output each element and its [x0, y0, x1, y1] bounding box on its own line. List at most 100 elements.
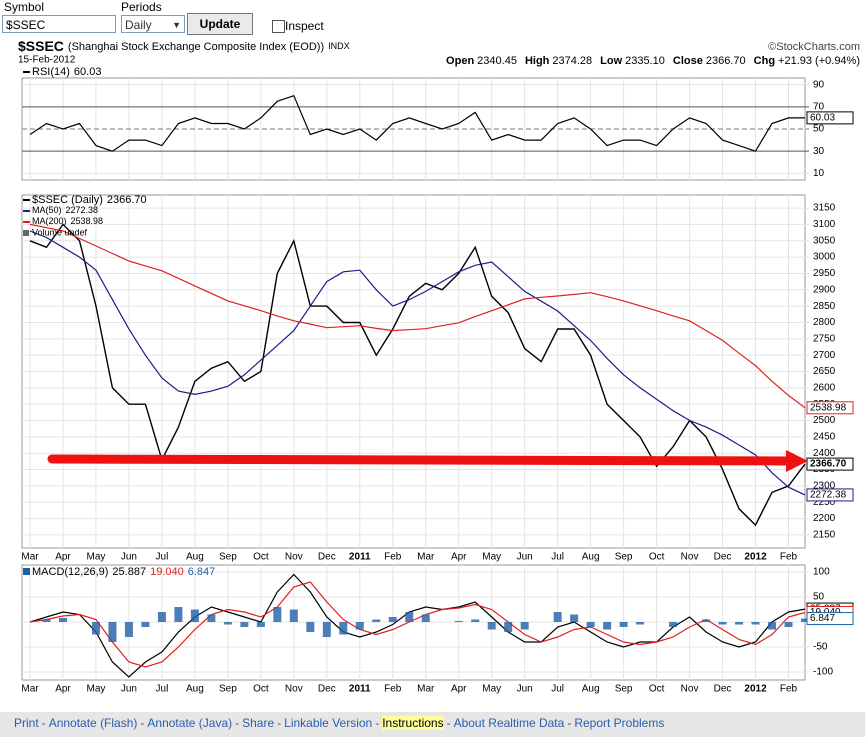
footer-link[interactable]: Annotate (Flash): [48, 716, 138, 730]
last-value-box: [806, 612, 854, 626]
chart-header: $SSEC (Shanghai Stock Exchange Composite …: [18, 38, 350, 54]
y-tick-label: 2900: [813, 284, 836, 295]
histogram-bar: [586, 622, 595, 627]
histogram-bar: [355, 622, 364, 630]
legend: MA(200) 2538.98: [32, 216, 103, 226]
separator: -: [41, 716, 46, 730]
legend-name: RSI(14): [32, 66, 70, 78]
x-tick-label: Oct: [253, 552, 269, 563]
periods-select[interactable]: Daily ▼: [121, 15, 185, 33]
quote-value: 2366.70: [706, 55, 746, 67]
y-tick-label: 3050: [813, 235, 836, 246]
x-tick-label: Nov: [681, 684, 699, 695]
footer-link[interactable]: Report Problems: [574, 716, 665, 730]
x-tick-label: Jul: [156, 684, 169, 695]
x-tick-label: Mar: [417, 552, 435, 563]
periods-value: Daily: [125, 18, 152, 32]
histogram-bar: [141, 622, 150, 627]
update-button[interactable]: Update: [187, 13, 253, 35]
legend: RSI(14) 60.03: [32, 66, 101, 78]
legend-name: MA(200): [32, 216, 67, 226]
histogram-bar: [487, 622, 496, 630]
footer-link[interactable]: Share: [242, 716, 275, 730]
last-value-label: 60.03: [810, 113, 835, 124]
quote-label: Low: [600, 55, 622, 67]
legend: MACD(12,26,9) 25.887 19.040 6.847: [32, 566, 215, 578]
x-tick-label: Sep: [615, 684, 633, 695]
quote-value: 2340.45: [477, 55, 517, 67]
footer: Print - Annotate (Flash) - Annotate (Java) - S…: [0, 712, 865, 737]
x-tick-label: Jun: [121, 552, 137, 563]
last-value-box: [806, 457, 854, 471]
y-tick-label: 2450: [813, 432, 836, 443]
histogram-bar: [619, 622, 628, 627]
footer-link[interactable]: About Realtime Data: [453, 716, 565, 730]
histogram-bar: [223, 622, 232, 625]
quote: Open 2340.45 High 2374.28 Low 2335.10 Close 236…: [446, 55, 860, 67]
last-value-box: [806, 488, 854, 502]
x-tick-label: Jun: [517, 552, 533, 563]
histogram-bar: [339, 622, 348, 635]
footer-link[interactable]: Linkable Version: [284, 716, 373, 730]
histogram-bar: [108, 622, 117, 642]
histogram-bar: [306, 622, 315, 632]
y-tick-label: 2250: [813, 497, 836, 508]
footer-link[interactable]: Print: [14, 716, 39, 730]
y-tick-label: 2700: [813, 350, 836, 361]
histogram-bar: [273, 607, 282, 622]
series-line: [29, 230, 806, 496]
y-tick-label: 50: [813, 124, 825, 135]
last-value-label: 2272.38: [810, 490, 847, 501]
y-tick-label: 90: [813, 79, 825, 90]
quote-value: +21.93 (+0.94%): [778, 55, 860, 67]
histogram-bar: [553, 612, 562, 622]
histogram-bar: [520, 622, 529, 630]
quote-value: 2374.28: [552, 55, 592, 67]
x-tick-label: Feb: [780, 684, 798, 695]
x-tick-label: May: [87, 684, 106, 695]
y-tick-label: 2650: [813, 366, 836, 377]
histogram-bar: [735, 622, 744, 625]
footer-link[interactable]: Annotate (Java): [147, 716, 233, 730]
legend-icon: [23, 568, 30, 575]
histogram-bar: [421, 614, 430, 622]
legend-value: 2366.70: [107, 194, 147, 206]
footer-link[interactable]: Instructions: [382, 716, 444, 730]
last-value-box: [806, 401, 854, 415]
x-tick-label: Mar: [21, 552, 39, 563]
symbol-input[interactable]: $SSEC: [2, 15, 116, 33]
histogram-bar: [784, 622, 793, 627]
x-tick-label: Aug: [582, 552, 600, 563]
series-line: [29, 581, 806, 668]
x-tick-label: Jul: [551, 684, 564, 695]
histogram-bar: [157, 612, 166, 622]
separator: -: [277, 716, 282, 730]
last-value-box: [806, 111, 854, 125]
last-value-label: 6.847: [810, 613, 835, 624]
exchange: INDX: [328, 41, 350, 51]
x-tick-label: Dec: [714, 684, 732, 695]
histogram-bar: [454, 621, 463, 622]
index-name: (Shanghai Stock Exchange Composite Index…: [68, 41, 324, 53]
legend-value: 2272.38: [66, 205, 99, 215]
legend-value: 25.887: [112, 566, 146, 578]
legend-value: 2538.98: [71, 216, 104, 226]
legend-name: MA(50): [32, 205, 62, 215]
inspect-checkbox[interactable]: [272, 20, 285, 33]
x-tick-label: Oct: [649, 552, 665, 563]
x-tick-label: Apr: [55, 552, 71, 563]
legend: MA(50) 2272.38: [32, 205, 98, 215]
y-tick-label: 2850: [813, 301, 836, 312]
legend-value: 6.847: [188, 566, 216, 578]
x-tick-label: Aug: [186, 684, 204, 695]
quote-value: 2335.10: [625, 55, 665, 67]
histogram-bar: [603, 622, 612, 630]
separator: -: [235, 716, 240, 730]
histogram-bar: [240, 622, 249, 627]
x-tick-label: 2011: [349, 552, 371, 563]
x-tick-label: May: [87, 552, 106, 563]
series-line: [29, 223, 806, 409]
y-tick-label: 2150: [813, 530, 836, 541]
x-tick-label: Mar: [21, 684, 39, 695]
legend-title: MACD(12,26,9): [32, 566, 108, 578]
